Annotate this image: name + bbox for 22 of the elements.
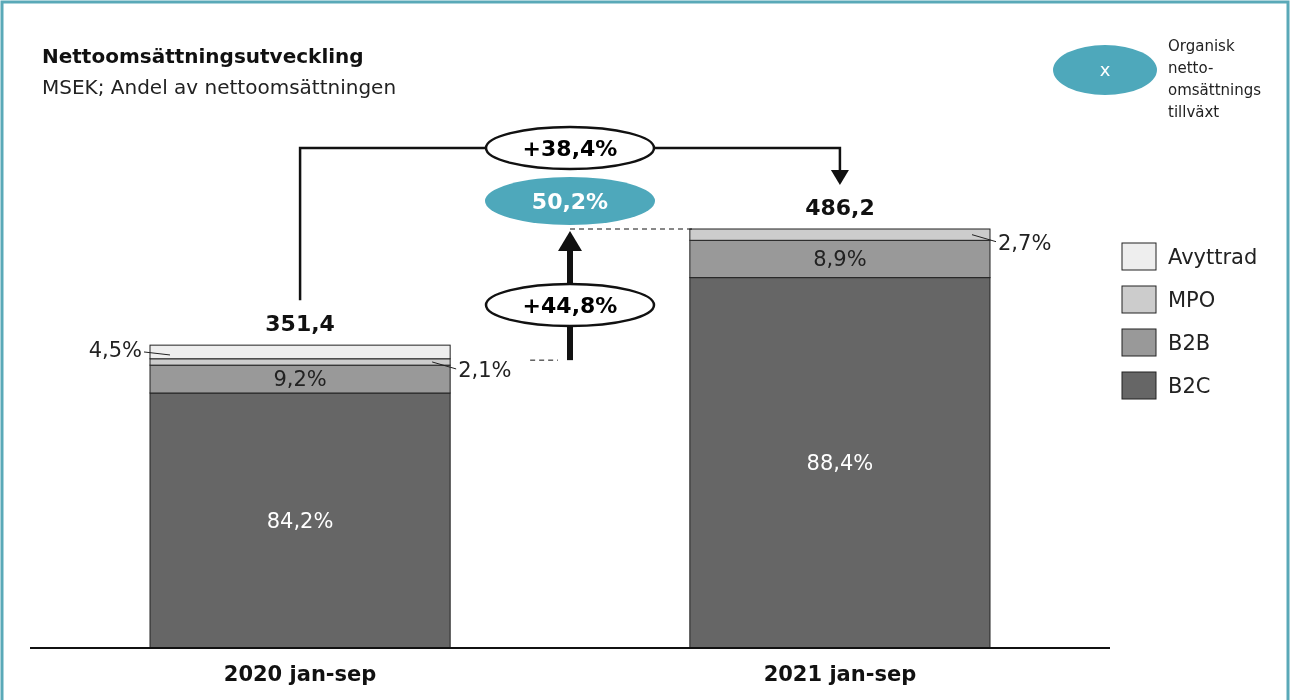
x-tick-label: 2021 jan-sep <box>763 662 917 686</box>
annotation: 351,4 <box>265 311 335 337</box>
annotation: 8,9% <box>813 247 867 272</box>
annotation: 4,5% <box>88 338 142 363</box>
legend-label: B2C <box>1168 374 1211 399</box>
annotation: 2,7% <box>998 231 1052 256</box>
text: 50,2% <box>531 188 609 214</box>
annotation: 84,2% <box>266 508 334 533</box>
legend-label: MPO <box>1168 288 1216 313</box>
text: 486,2 <box>805 195 875 220</box>
annotation: 9,2% <box>273 367 327 392</box>
annotation: 88,4% <box>806 451 874 476</box>
chart-subtitle: MSEK; Andel av nettoomsättningen <box>42 75 397 99</box>
annotation: +44,8% <box>522 292 618 318</box>
text: +38,4% <box>522 135 618 161</box>
text: Organisk netto-omsättnings tillväxt <box>1168 37 1262 121</box>
text: x <box>1099 59 1111 81</box>
annotation: 2,1% <box>458 358 512 383</box>
legend-label: B2B <box>1168 331 1211 356</box>
x-tick-label: 2020 jan-sep <box>223 662 377 686</box>
chart-title: Nettoomsättningsutveckling <box>42 44 364 68</box>
legend-label: Avyttrad <box>1168 245 1258 270</box>
